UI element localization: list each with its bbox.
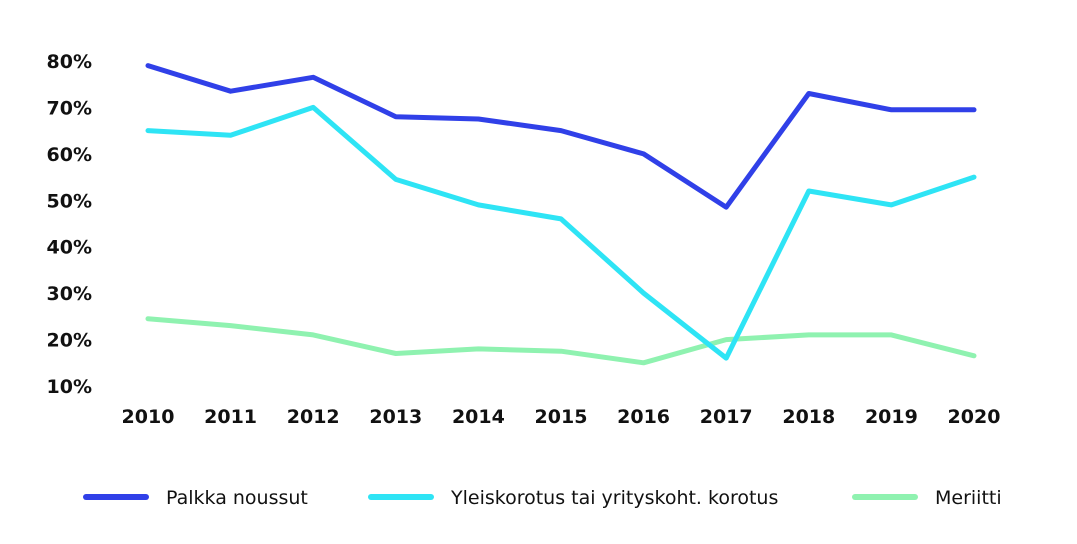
x-tick-label: 2015 xyxy=(535,406,588,428)
series-line-1 xyxy=(145,63,977,210)
x-tick-label: 2012 xyxy=(287,406,340,428)
y-tick-label: 50% xyxy=(47,190,92,212)
series-group xyxy=(145,63,977,366)
x-tick-label: 2018 xyxy=(782,406,835,428)
series-line-3 xyxy=(145,316,977,366)
series-line-2 xyxy=(145,104,977,361)
x-tick-label: 2020 xyxy=(948,406,1001,428)
legend-label-2: Yleiskorotus tai yrityskoht. korotus xyxy=(450,487,778,509)
legend: Palkka noussut Yleiskorotus tai yrityskoh… xyxy=(83,487,1002,509)
x-tick-label: 2016 xyxy=(617,406,670,428)
y-tick-label: 30% xyxy=(47,283,92,305)
x-tick-label: 2010 xyxy=(122,406,175,428)
x-tick-label: 2013 xyxy=(369,406,422,428)
legend-label-3: Meriitti xyxy=(935,487,1002,509)
x-tick-label: 2014 xyxy=(452,406,505,428)
y-tick-label: 20% xyxy=(47,330,92,352)
x-tick-label: 2011 xyxy=(204,406,257,428)
y-tick-label: 60% xyxy=(47,144,92,166)
y-tick-label: 40% xyxy=(47,237,92,259)
y-tick-label: 70% xyxy=(47,97,92,119)
legend-label-1: Palkka noussut xyxy=(166,487,308,509)
x-tick-label: 2017 xyxy=(700,406,753,428)
y-tick-label: 80% xyxy=(47,51,92,73)
x-axis: 2010 2011 2012 2013 2014 2015 2016 2017 2018 2019… xyxy=(122,406,1001,428)
x-tick-label: 2019 xyxy=(865,406,918,428)
y-tick-label: 10% xyxy=(47,376,92,398)
y-axis: 10% 20% 30% 40% 50% 60% 70% 80% xyxy=(47,51,92,398)
